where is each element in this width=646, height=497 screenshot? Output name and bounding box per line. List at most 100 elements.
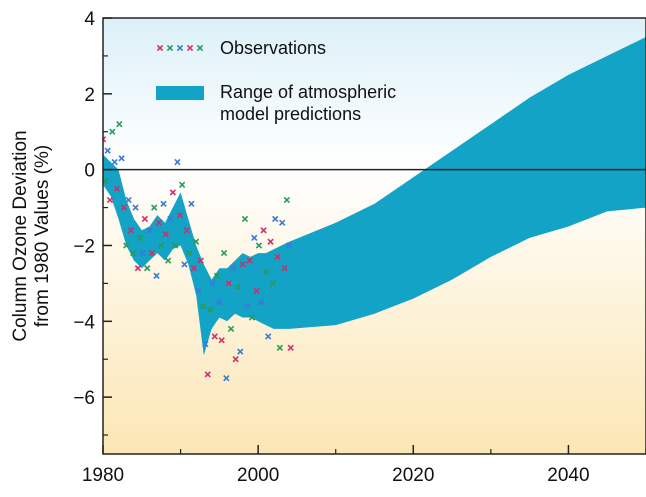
observation-point	[190, 265, 197, 272]
y-axis-title-line-2: from 1980 Values (%)	[32, 145, 53, 327]
observation-point	[137, 234, 144, 242]
observation-point	[144, 265, 151, 272]
observation-point	[160, 200, 167, 207]
legend: Observations Range of atmospheric model …	[156, 38, 396, 124]
y-tick-label: 0	[84, 161, 95, 182]
observation-point	[181, 261, 188, 268]
observation-point	[204, 371, 211, 378]
observation-point	[120, 204, 128, 211]
observation-point	[185, 249, 193, 257]
observation-point	[111, 158, 118, 166]
observation-point	[283, 196, 291, 204]
x-tick-label: 2000	[237, 465, 279, 486]
observation-point	[216, 299, 223, 306]
observation-point	[146, 227, 153, 234]
observation-point	[276, 344, 284, 352]
legend-observation-marker	[166, 44, 174, 52]
observation-point	[134, 265, 142, 272]
observation-point	[199, 302, 207, 310]
observation-point	[118, 155, 125, 162]
observation-point	[223, 375, 230, 382]
model-prediction-range-band	[103, 37, 646, 356]
observation-point	[104, 147, 111, 154]
observation-point	[225, 280, 232, 287]
legend-observation-marker	[186, 44, 194, 52]
observation-point	[218, 337, 225, 344]
observation-point	[232, 356, 239, 363]
observation-point	[125, 196, 132, 204]
observation-point	[130, 249, 137, 257]
observation-point	[109, 128, 116, 135]
observation-point	[164, 257, 172, 264]
observation-point	[262, 268, 270, 276]
observation-point	[148, 249, 156, 257]
plot-frame	[102, 17, 646, 455]
observation-point	[167, 215, 174, 223]
legend-observation-marker	[176, 44, 184, 52]
y-axis-title-line-1: Column Ozone Deviation	[10, 130, 31, 341]
x-tick-label: 2040	[547, 465, 589, 486]
observation-point	[230, 265, 237, 272]
legend-observation-marker	[196, 44, 204, 52]
y-tick-label: −2	[73, 236, 95, 257]
observation-point	[132, 204, 139, 211]
legend-range-swatch	[156, 86, 204, 100]
observation-point	[188, 200, 195, 207]
observation-point	[248, 314, 256, 321]
observation-point	[260, 227, 267, 234]
observation-point	[192, 238, 200, 245]
observation-point	[162, 230, 169, 238]
observation-point	[209, 280, 216, 287]
observation-point	[106, 196, 114, 204]
observation-point	[158, 242, 165, 249]
observation-point	[286, 242, 293, 249]
observation-point	[183, 227, 190, 234]
y-tick-label: −4	[73, 312, 95, 333]
observation-point	[269, 280, 277, 287]
observation-point	[281, 265, 288, 272]
observation-point	[239, 261, 246, 268]
observation-point	[237, 348, 244, 355]
observation-point	[251, 234, 258, 242]
observation-point	[139, 249, 146, 257]
y-tick-label: 4	[84, 9, 95, 30]
observation-point	[274, 253, 281, 261]
observation-point	[178, 181, 186, 188]
observation-point	[211, 333, 218, 340]
legend-observation-marker	[156, 44, 164, 52]
y-tick-label: 2	[84, 85, 95, 106]
x-tick-label: 2020	[392, 465, 434, 486]
observation-point	[169, 189, 176, 196]
observation-point	[127, 227, 135, 234]
y-tick-label: −6	[73, 388, 95, 409]
observation-point	[279, 219, 286, 226]
observation-point	[244, 302, 251, 310]
observation-point	[103, 136, 107, 143]
legend-range-label-line-2: model predictions	[220, 104, 361, 124]
observation-point	[206, 306, 214, 314]
observation-point	[197, 257, 204, 264]
legend-observations-label: Observations	[220, 38, 326, 58]
observation-point	[141, 215, 149, 223]
observation-point	[234, 284, 242, 291]
observation-point	[176, 211, 183, 219]
observation-point	[265, 333, 272, 340]
observation-point	[202, 340, 209, 348]
observation-point	[155, 219, 163, 226]
observation-point	[267, 238, 274, 245]
observation-point	[153, 272, 160, 279]
observation-point	[253, 287, 260, 295]
observation-point	[151, 204, 158, 211]
observation-point	[287, 344, 294, 352]
observation-point	[171, 242, 179, 249]
observation-point	[113, 185, 121, 192]
observation-point	[246, 257, 253, 264]
observation-point	[213, 272, 221, 279]
observation-point	[195, 287, 202, 295]
observation-point	[116, 120, 123, 128]
legend-observations-swatch	[156, 44, 204, 52]
observation-point	[227, 325, 235, 333]
x-tick-label: 1980	[82, 465, 124, 486]
